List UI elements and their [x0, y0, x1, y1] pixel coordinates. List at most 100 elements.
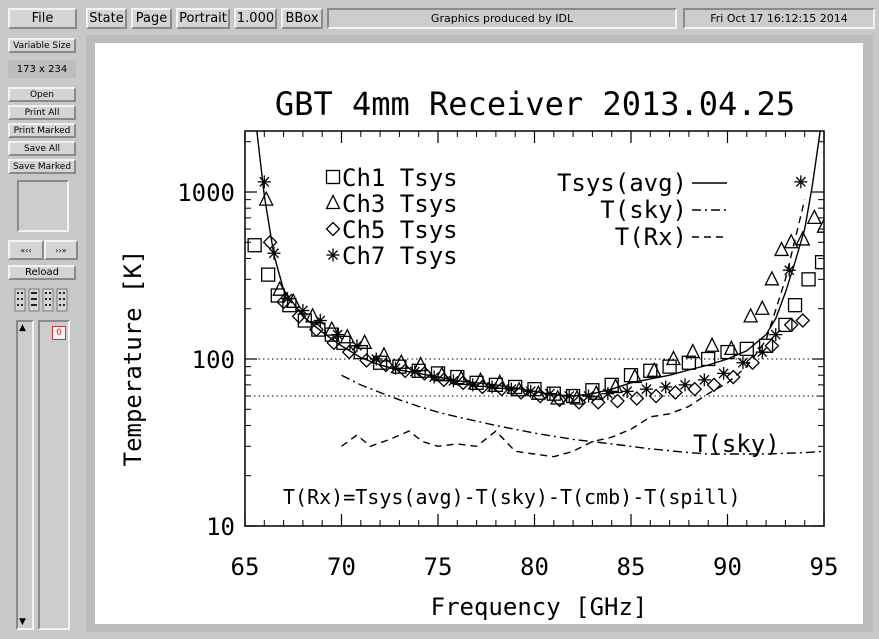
triangle-data-point — [816, 217, 824, 233]
square-data-point — [247, 238, 262, 253]
curve-dash-dot-1 — [341, 374, 824, 455]
state-button[interactable]: State — [86, 8, 127, 29]
diamond-data-point — [725, 369, 741, 385]
square-data-point — [787, 298, 803, 313]
square-data-point — [297, 313, 312, 328]
triangle-data-point — [339, 328, 355, 344]
thumbnail-preview — [17, 180, 69, 232]
slider-up-arrow-icon[interactable]: ▲ — [19, 323, 26, 333]
asterisk-data-point — [485, 380, 499, 394]
slider-down-arrow-icon[interactable]: ▼ — [19, 617, 26, 627]
layout-grid-icons — [14, 288, 70, 312]
asterisk-data-point — [717, 366, 731, 380]
asterisk-data-point — [408, 365, 422, 379]
legend-triangle-marker — [325, 194, 341, 210]
asterisk-data-point — [331, 328, 345, 342]
bbox-button[interactable]: BBox — [281, 8, 323, 29]
variable-size-button[interactable]: Variable Size — [8, 38, 76, 53]
orientation-button[interactable]: Portrait — [176, 8, 230, 29]
triangle-data-point — [743, 307, 759, 323]
square-data-point — [643, 363, 658, 378]
print-all-button[interactable]: Print All — [8, 105, 76, 120]
diamond-data-point — [648, 388, 664, 404]
asterisk-data-point — [659, 380, 673, 394]
plot-area-border — [244, 130, 825, 527]
legend-series-label: Ch7 Tsys — [342, 242, 458, 270]
triangle-data-point — [258, 190, 274, 206]
asterisk-data-point — [736, 356, 750, 370]
print-marked-button[interactable]: Print Marked — [8, 123, 76, 138]
square-data-point — [801, 272, 816, 287]
asterisk-data-point — [639, 382, 653, 396]
zoom-button[interactable]: 1.000 — [234, 8, 277, 29]
asterisk-data-point — [794, 175, 808, 189]
diamond-data-point — [552, 392, 568, 408]
asterisk-data-point — [369, 352, 383, 366]
asterisk-data-point — [562, 389, 576, 403]
square-data-point — [720, 344, 735, 360]
prev-page-button[interactable]: «‹‹ — [8, 240, 44, 260]
save-marked-button[interactable]: Save Marked — [8, 159, 76, 174]
status-field: Graphics produced by IDL — [327, 8, 677, 29]
triangle-data-point — [646, 361, 662, 377]
save-all-button[interactable]: Save All — [8, 141, 76, 156]
triangle-data-point — [530, 384, 546, 400]
triangle-data-point — [754, 299, 770, 315]
asterisk-data-point — [427, 370, 441, 384]
y-axis-label: Temperature [K] — [119, 250, 147, 467]
plot-canvas: GBT 4mm Receiver 2013.04.25 Frequency [G… — [95, 43, 863, 624]
next-page-button[interactable]: ››» — [44, 240, 78, 260]
size-readout: 173 x 234 — [8, 60, 76, 78]
page-list-panel[interactable]: 0 — [38, 320, 70, 630]
open-button[interactable]: Open — [8, 87, 76, 102]
triangle-data-point — [608, 378, 624, 394]
triangle-data-point — [304, 307, 321, 323]
x-tick-label: 85 — [617, 553, 646, 581]
square-data-point — [814, 255, 824, 270]
asterisk-data-point — [620, 384, 634, 398]
y-tick-label: 100 — [192, 346, 235, 374]
y-tick-label: 1000 — [177, 179, 235, 207]
square-data-point — [681, 355, 697, 370]
tsky-curve-label: T(sky) — [693, 430, 780, 458]
x-tick-label: 80 — [520, 553, 549, 581]
triangle-data-point — [773, 240, 790, 257]
triangle-data-point — [764, 270, 780, 286]
reload-button[interactable]: Reload — [8, 265, 76, 280]
vertical-slider[interactable]: ▲ ▼ — [16, 320, 34, 630]
diamond-data-point — [764, 338, 780, 354]
diamond-data-point — [359, 353, 375, 368]
asterisk-data-point — [755, 345, 769, 359]
file-menu-button[interactable]: File — [8, 8, 77, 29]
grid-layout-icon[interactable] — [14, 288, 70, 312]
asterisk-data-point — [350, 339, 364, 353]
square-data-point — [261, 267, 276, 282]
square-data-point — [778, 317, 793, 333]
x-axis-label: Frequency [GHz] — [431, 593, 648, 621]
asterisk-data-point — [524, 384, 538, 398]
asterisk-data-point — [769, 328, 783, 342]
page-button[interactable]: Page — [131, 8, 172, 29]
diamond-data-point — [590, 394, 606, 410]
diamond-data-point — [795, 313, 811, 328]
triangle-data-point — [665, 350, 682, 366]
legend-series-label: Ch5 Tsys — [342, 216, 458, 244]
page-counter-badge: 0 — [52, 326, 66, 340]
diamond-data-point — [308, 322, 324, 338]
asterisk-data-point — [543, 387, 557, 401]
diamond-data-point — [513, 385, 529, 400]
plot-background — [95, 43, 863, 624]
x-tick-label: 95 — [810, 553, 839, 581]
asterisk-data-point — [389, 361, 403, 375]
triangle-data-point — [806, 208, 822, 225]
diamond-data-point — [571, 394, 587, 410]
asterisk-data-point — [446, 374, 460, 388]
x-tick-label: 65 — [231, 553, 260, 581]
square-data-point — [739, 341, 754, 357]
legend-series-label: Ch1 Tsys — [342, 164, 458, 192]
triangle-data-point — [472, 371, 489, 387]
asterisk-data-point — [504, 382, 518, 396]
x-tick-label: 90 — [713, 553, 742, 581]
asterisk-data-point — [678, 378, 692, 392]
triangle-data-point — [588, 384, 604, 400]
